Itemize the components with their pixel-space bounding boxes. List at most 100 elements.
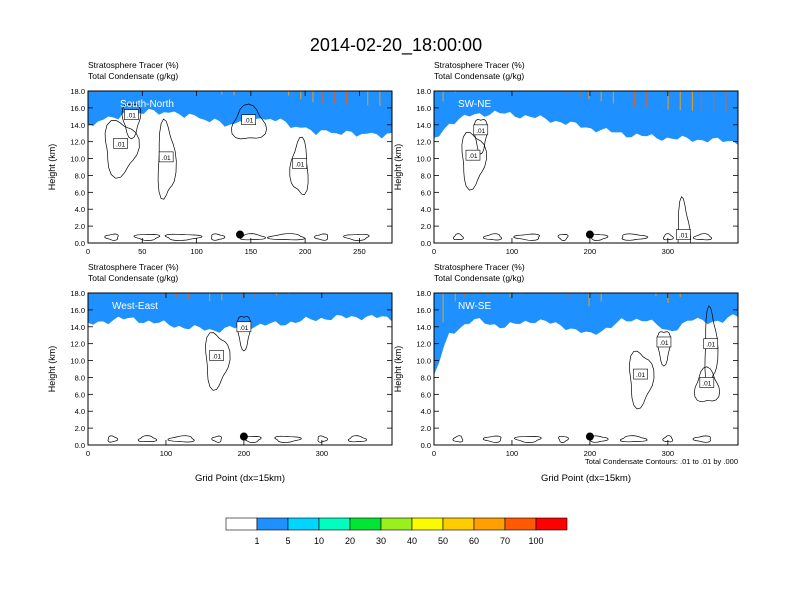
x-tick-label: 150 bbox=[245, 247, 258, 256]
colorbar-label: 60 bbox=[469, 536, 479, 546]
contour-label: .01 bbox=[209, 350, 224, 361]
condensate-contour bbox=[343, 233, 370, 241]
y-tick-label: 6.0 bbox=[421, 188, 431, 197]
contour-label: .01 bbox=[656, 336, 672, 348]
condensate-contour bbox=[513, 233, 541, 241]
y-tick-label: 6.0 bbox=[75, 390, 85, 399]
main-title: 2014-02-20_18:00:00 bbox=[310, 35, 482, 56]
y-tick-label: 4.0 bbox=[421, 407, 431, 416]
panel-title-tracer: Stratosphere Tracer (%) bbox=[434, 60, 525, 70]
contour-label: .01 bbox=[292, 158, 308, 169]
colorbar-label: 10 bbox=[314, 536, 324, 546]
location-marker bbox=[239, 432, 248, 441]
colorbar-swatch bbox=[287, 517, 320, 531]
y-tick-label: 8.0 bbox=[75, 171, 85, 180]
x-tick-label: 250 bbox=[353, 247, 366, 256]
y-tick-label: 18.0 bbox=[70, 87, 85, 96]
contour-label-box bbox=[699, 377, 715, 388]
contour-label: .01 bbox=[236, 321, 252, 333]
y-tick-label: 12.0 bbox=[70, 138, 85, 147]
colorbar-swatch bbox=[318, 517, 351, 531]
contour-label: .01 bbox=[158, 151, 174, 163]
x-tick-label: 100 bbox=[160, 449, 173, 458]
condensate-contour bbox=[313, 233, 329, 241]
contour-label: .01 bbox=[241, 114, 256, 126]
y-tick-label: 2.0 bbox=[75, 424, 85, 433]
contour-label: .01 bbox=[124, 109, 139, 120]
condensate-contour bbox=[167, 435, 195, 443]
y-tick-label: 0.0 bbox=[421, 239, 431, 248]
colorbar-swatch bbox=[380, 517, 413, 531]
panel-title-tracer: Stratosphere Tracer (%) bbox=[88, 60, 179, 70]
panels: Stratosphere Tracer (%)Total Condensate … bbox=[47, 60, 739, 484]
colorbar-swatch bbox=[225, 517, 258, 531]
condensate-contour bbox=[483, 233, 502, 241]
colorbar-label: 100 bbox=[528, 536, 543, 546]
panel-title-tracer: Stratosphere Tracer (%) bbox=[434, 262, 525, 272]
y-tick-label: 0.0 bbox=[75, 441, 85, 450]
contour-label-text: .01 bbox=[468, 153, 477, 160]
condensate-contour bbox=[482, 435, 502, 443]
y-axis-label: Height (km) bbox=[47, 346, 57, 393]
condensate-contour bbox=[205, 332, 231, 391]
contour-label-box bbox=[656, 336, 672, 348]
x-tick-label: 0 bbox=[432, 247, 436, 256]
section-label: NW-SE bbox=[458, 301, 491, 312]
colorbar-label: 5 bbox=[285, 536, 290, 546]
x-tick-label: 200 bbox=[238, 449, 251, 458]
panel-title-condensate: Total Condensate (g/kg) bbox=[434, 71, 524, 81]
colorbar-swatch bbox=[256, 517, 289, 531]
y-tick-label: 2.0 bbox=[421, 424, 431, 433]
y-tick-label: 16.0 bbox=[416, 306, 431, 315]
plot-area: .01 .01 .01 .01 .01 South-North bbox=[88, 91, 392, 243]
panel-nw-se: Stratosphere Tracer (%)Total Condensate … bbox=[393, 262, 739, 484]
y-tick-label: 10.0 bbox=[70, 357, 85, 366]
y-tick-label: 8.0 bbox=[75, 373, 85, 382]
y-axis-label: Height (km) bbox=[393, 346, 403, 393]
contour-label-box bbox=[292, 158, 308, 169]
y-tick-label: 4.0 bbox=[75, 205, 85, 214]
contour-label-text: .01 bbox=[116, 141, 125, 148]
colorbar-label: 40 bbox=[407, 536, 417, 546]
y-tick-label: 16.0 bbox=[416, 104, 431, 113]
colorbar-swatch bbox=[535, 517, 568, 531]
x-tick-label: 50 bbox=[138, 247, 146, 256]
contour-label-box bbox=[703, 338, 719, 349]
condensate-contour bbox=[629, 350, 655, 410]
panel-sw-ne: Stratosphere Tracer (%)Total Condensate … bbox=[393, 60, 739, 256]
colorbar-label: 1 bbox=[254, 536, 259, 546]
y-tick-label: 4.0 bbox=[421, 205, 431, 214]
y-tick-label: 12.0 bbox=[416, 138, 431, 147]
colorbar-label: 50 bbox=[438, 536, 448, 546]
condensate-contour bbox=[121, 103, 142, 140]
x-axis-label: Grid Point (dx=15km) bbox=[541, 473, 631, 484]
contour-label-text: .01 bbox=[659, 340, 668, 347]
y-tick-label: 10.0 bbox=[70, 155, 85, 164]
tracer-band-1 bbox=[88, 91, 392, 139]
condensate-contour bbox=[289, 136, 309, 195]
y-tick-label: 4.0 bbox=[75, 407, 85, 416]
colorbar-swatch bbox=[442, 517, 475, 531]
tracer-band-1 bbox=[434, 293, 738, 375]
contour-label-text: .01 bbox=[476, 128, 485, 135]
x-tick-label: 0 bbox=[86, 247, 90, 256]
condensate-contour bbox=[662, 233, 674, 241]
condensate-contour bbox=[211, 435, 222, 443]
condensate-contour bbox=[452, 435, 464, 443]
location-marker bbox=[585, 230, 594, 239]
y-tick-label: 14.0 bbox=[70, 323, 85, 332]
condensate-contour bbox=[347, 435, 368, 443]
colorbar-swatch bbox=[349, 517, 382, 531]
contour-label-box bbox=[209, 350, 224, 361]
plot-area: .01 .01 .01 SW-NE bbox=[434, 91, 738, 243]
condensate-contour bbox=[104, 120, 140, 179]
section-label: SW-NE bbox=[458, 99, 491, 110]
x-tick-label: 0 bbox=[86, 449, 90, 458]
colorbar-swatch bbox=[473, 517, 506, 531]
colorbar-swatch bbox=[504, 517, 537, 531]
contour-label-text: .01 bbox=[244, 118, 253, 125]
y-tick-label: 18.0 bbox=[416, 289, 431, 298]
contour-label-box bbox=[158, 151, 174, 163]
y-tick-label: 8.0 bbox=[421, 171, 431, 180]
x-tick-label: 200 bbox=[584, 247, 597, 256]
